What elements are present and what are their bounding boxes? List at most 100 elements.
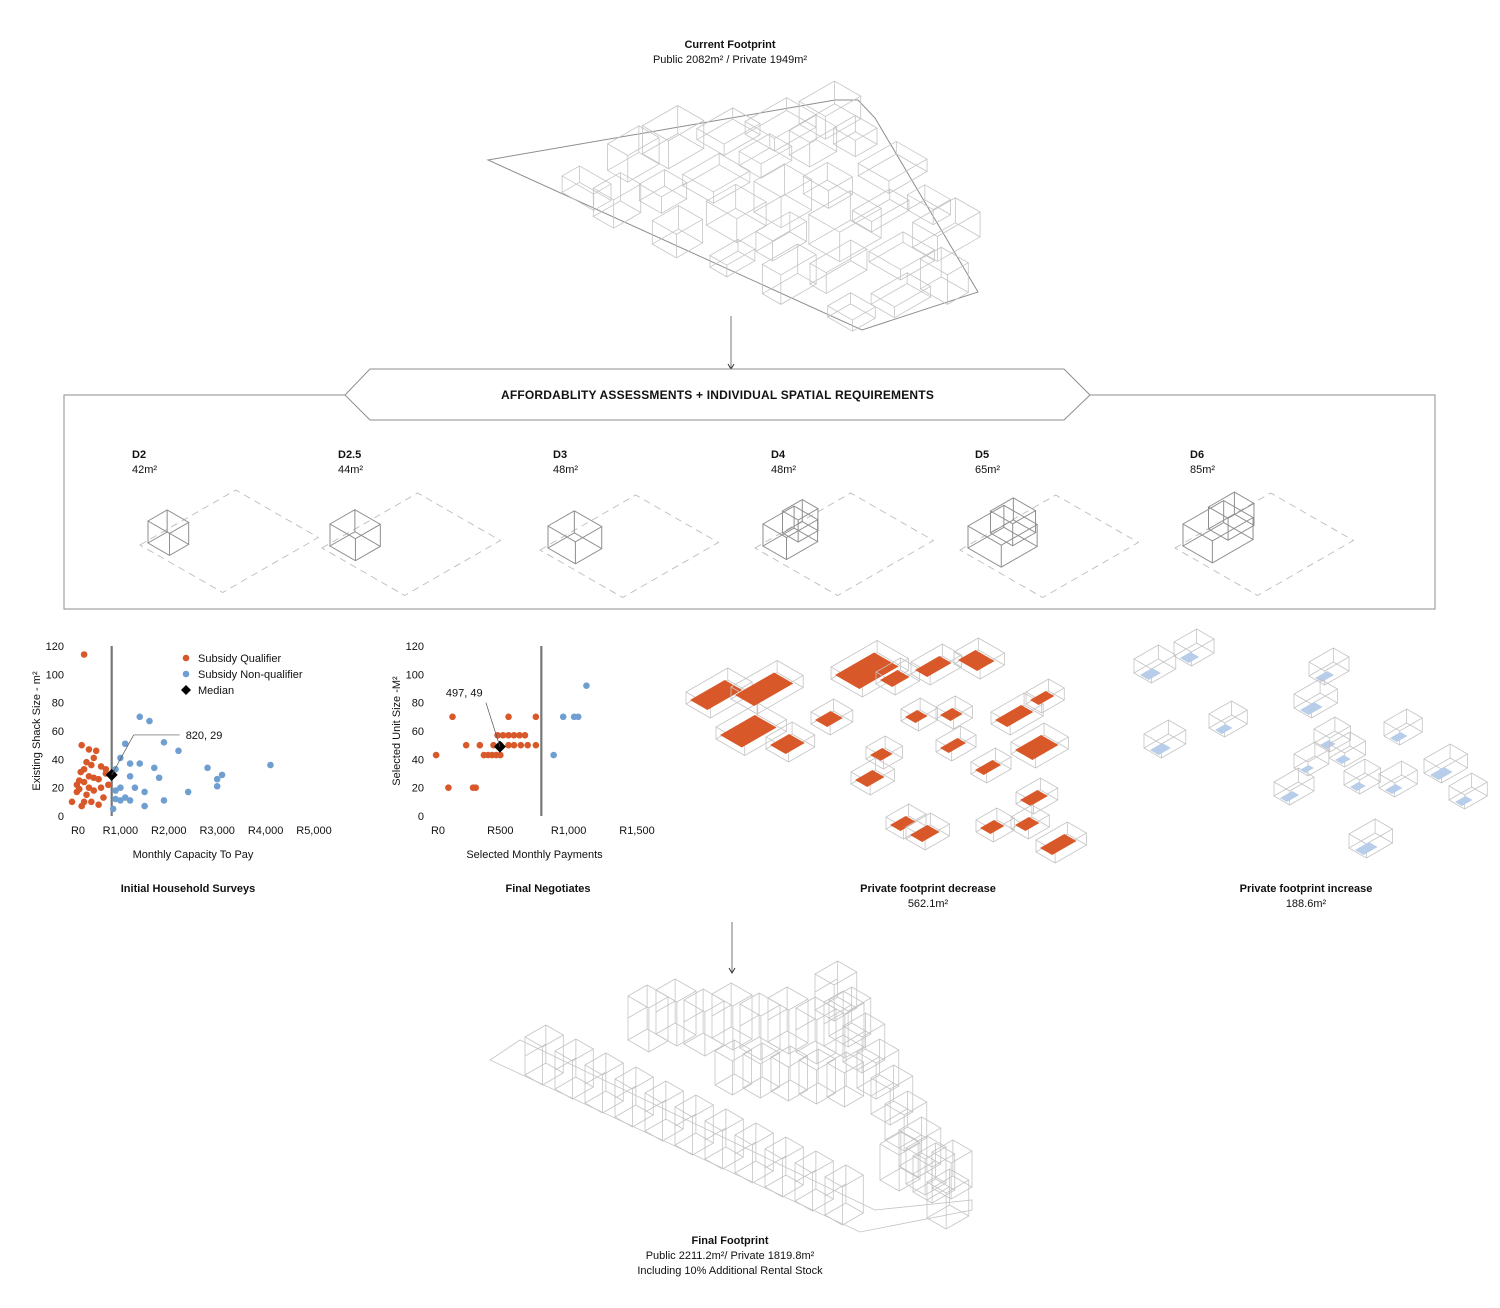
qualifier-point bbox=[476, 741, 484, 749]
qualifier-point bbox=[532, 713, 540, 721]
non-qualifier-point bbox=[213, 782, 221, 790]
y-tick-label: 20 bbox=[412, 783, 424, 795]
y-tick-label: 80 bbox=[412, 698, 424, 710]
x-tick-label: R1,500 bbox=[619, 825, 654, 837]
y-tick-label: 0 bbox=[58, 811, 64, 823]
non-qualifier-point bbox=[150, 764, 158, 772]
unit-area: 48m² bbox=[553, 464, 579, 476]
unit-area: 42m² bbox=[132, 464, 158, 476]
y-tick-label: 120 bbox=[406, 641, 424, 653]
qualifier-point bbox=[88, 761, 95, 769]
y-axis-label: Selected Unit Size -M² bbox=[391, 676, 403, 786]
unit-plan-2 bbox=[540, 495, 718, 598]
qualifier-point bbox=[505, 713, 512, 721]
qualifier-point bbox=[90, 754, 98, 762]
unit-d3: D3 48m² bbox=[553, 448, 578, 478]
initial-surveys-title: Initial Household Surveys bbox=[120, 883, 256, 895]
non-qualifier-point bbox=[121, 740, 129, 748]
unit-plans-drawing bbox=[0, 0, 1500, 620]
non-qualifier-point bbox=[218, 771, 226, 779]
qualifier-point bbox=[505, 731, 512, 739]
increase-caption: Private footprint increase 188.6m² bbox=[1206, 882, 1406, 912]
unit-d2: D2 42m² bbox=[132, 448, 157, 478]
qualifier-point bbox=[432, 751, 440, 759]
qualifier-point bbox=[68, 798, 76, 806]
qualifier-point bbox=[80, 778, 88, 786]
unit-d6: D6 85m² bbox=[1190, 448, 1215, 478]
decrease-caption: Private footprint decrease 562.1m² bbox=[828, 882, 1028, 912]
unit-d5: D5 65m² bbox=[975, 448, 1000, 478]
private-footprint-increase-drawing bbox=[0, 0, 1500, 900]
x-tick-label: R1,000 bbox=[103, 825, 138, 837]
unit-area: 48m² bbox=[771, 464, 797, 476]
qualifier-point bbox=[499, 731, 507, 739]
current-footprint-title: Current Footprint bbox=[684, 39, 776, 51]
non-qualifier-point bbox=[155, 774, 163, 782]
final-footprint-line2: Including 10% Additional Rental Stock bbox=[637, 1265, 823, 1277]
unit-area: 65m² bbox=[975, 464, 1001, 476]
unit-plan-1 bbox=[322, 493, 500, 596]
non-qualifier-point bbox=[126, 773, 134, 780]
qualifier-point bbox=[449, 713, 456, 721]
non-qualifier-point bbox=[160, 797, 168, 804]
non-qualifier-point bbox=[559, 713, 567, 721]
non-qualifier-point bbox=[117, 784, 124, 791]
x-tick-label: R0 bbox=[431, 825, 445, 837]
x-axis-label: Monthly Capacity To Pay bbox=[133, 849, 254, 861]
final-negotiates-title: Final Negotiates bbox=[505, 883, 591, 895]
qualifier-point bbox=[90, 787, 98, 794]
qualifier-point bbox=[532, 741, 540, 749]
non-qualifier-point bbox=[126, 760, 134, 767]
legend-marker bbox=[181, 685, 191, 695]
qualifier-point bbox=[510, 741, 518, 749]
x-tick-label: R4,000 bbox=[248, 825, 283, 837]
qualifier-point bbox=[95, 801, 102, 808]
non-qualifier-point bbox=[117, 797, 124, 804]
qualifier-point bbox=[505, 741, 512, 749]
unit-name: D2.5 bbox=[338, 449, 362, 461]
x-tick-label: R1,000 bbox=[551, 825, 586, 837]
qualifier-point bbox=[105, 781, 112, 789]
final-footprint-line1: Public 2211.2m²/ Private 1819.8m² bbox=[645, 1250, 815, 1262]
non-qualifier-point bbox=[204, 764, 211, 772]
down-arrow-2 bbox=[722, 922, 742, 982]
y-tick-label: 100 bbox=[46, 669, 64, 681]
non-qualifier-point bbox=[550, 751, 557, 759]
qualifier-point bbox=[97, 784, 105, 791]
annotation-leader bbox=[485, 702, 501, 747]
unit-plan-4 bbox=[960, 495, 1138, 598]
median-annotation: 820, 29 bbox=[186, 730, 223, 742]
qualifier-point bbox=[88, 798, 95, 806]
final-footprint-title: Final Footprint bbox=[691, 1235, 769, 1247]
qualifier-point bbox=[497, 751, 504, 759]
unit-name: D6 bbox=[1190, 449, 1205, 461]
legend-label: Median bbox=[198, 685, 234, 697]
non-qualifier-point bbox=[175, 747, 182, 755]
non-qualifier-point bbox=[126, 797, 134, 804]
x-tick-label: R3,000 bbox=[199, 825, 234, 837]
non-qualifier-point bbox=[112, 787, 119, 794]
chart-initial-household-surveys: 0 20 40 60 80 100 120 R0 R1,000 R2,000 R3,000 R4,00… bbox=[31, 641, 332, 861]
legend-label: Subsidy Qualifier bbox=[198, 653, 281, 665]
unit-d2-5: D2.5 44m² bbox=[338, 448, 363, 478]
qualifier-point bbox=[510, 731, 518, 739]
qualifier-point bbox=[100, 794, 107, 801]
increase-title: Private footprint increase bbox=[1239, 883, 1373, 895]
non-qualifier-point bbox=[131, 784, 139, 791]
qualifier-point bbox=[97, 763, 105, 770]
qualifier-point bbox=[524, 741, 531, 749]
unit-plan-3 bbox=[755, 493, 933, 596]
unit-plan-5 bbox=[1175, 492, 1353, 595]
non-qualifier-point bbox=[146, 717, 153, 725]
x-tick-label: R2,000 bbox=[151, 825, 186, 837]
non-qualifier-point bbox=[184, 788, 192, 796]
non-qualifier-point bbox=[267, 761, 274, 769]
decrease-value: 562.1m² bbox=[907, 898, 949, 910]
qualifier-point bbox=[517, 741, 525, 749]
unit-name: D4 bbox=[771, 449, 786, 461]
unit-name: D3 bbox=[553, 449, 568, 461]
y-tick-label: 60 bbox=[52, 726, 64, 738]
unit-name: D5 bbox=[975, 449, 990, 461]
unit-d4: D4 48m² bbox=[771, 448, 796, 478]
